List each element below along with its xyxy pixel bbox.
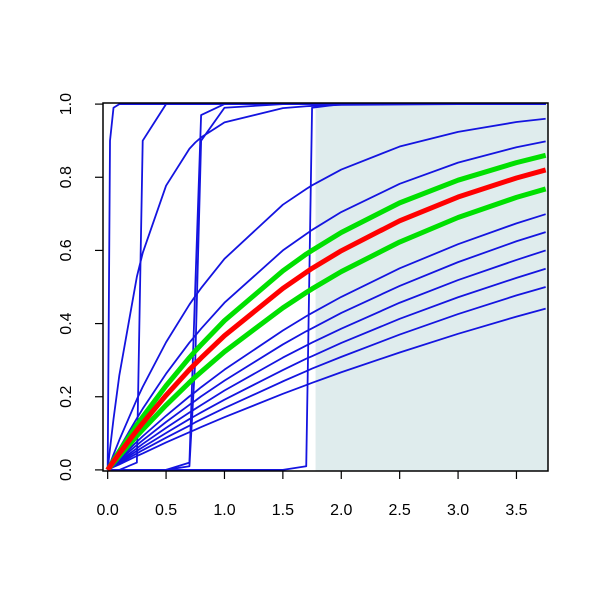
x-tick-label: 2.5 (389, 502, 411, 519)
series-line (107, 103, 546, 471)
x-tick-label: 1.0 (213, 502, 235, 519)
y-tick-label: 0.6 (58, 239, 75, 261)
series-line (105, 167, 547, 471)
y-tick-label: 0.8 (58, 166, 75, 188)
plot-frame (102, 102, 549, 472)
x-tick-label: 3.5 (505, 502, 527, 519)
y-tick-label: 0.4 (58, 312, 75, 334)
x-tick-label: 0.0 (97, 502, 119, 519)
y-tick-label: 1.0 (58, 93, 75, 115)
x-tick-label: 1.5 (272, 502, 294, 519)
x-tick-label: 0.5 (155, 502, 177, 519)
y-tick-label: 0.0 (58, 459, 75, 481)
y-tick-label: 0.2 (58, 386, 75, 408)
series-line (106, 117, 546, 471)
plot-area (105, 103, 548, 471)
x-tick-label: 2.0 (330, 502, 352, 519)
x-tick-label: 3.0 (447, 502, 469, 519)
series-line (107, 286, 546, 471)
series-line (107, 307, 546, 471)
series-line (107, 267, 546, 471)
highlight-region (315, 103, 548, 471)
series-line (107, 249, 546, 471)
